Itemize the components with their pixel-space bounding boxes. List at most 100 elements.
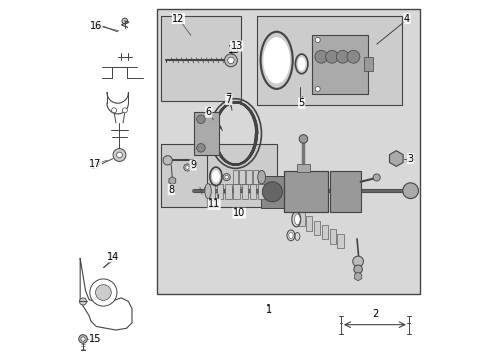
Circle shape	[81, 337, 85, 341]
Circle shape	[336, 50, 348, 63]
Circle shape	[196, 144, 205, 152]
Ellipse shape	[265, 184, 274, 199]
Circle shape	[346, 50, 359, 63]
Circle shape	[196, 115, 205, 123]
Text: 13: 13	[227, 45, 240, 55]
Bar	[305, 216, 312, 231]
Bar	[298, 212, 304, 226]
Ellipse shape	[294, 214, 300, 225]
Text: 9: 9	[190, 160, 196, 170]
Circle shape	[90, 279, 117, 306]
Text: 12: 12	[172, 14, 184, 23]
Text: 2: 2	[371, 309, 377, 319]
Bar	[206, 144, 276, 207]
Text: 3: 3	[407, 154, 413, 163]
Bar	[233, 184, 240, 199]
Text: 1: 1	[266, 305, 272, 315]
Bar	[313, 221, 320, 235]
Ellipse shape	[212, 170, 220, 183]
Ellipse shape	[297, 57, 305, 71]
Text: 11: 11	[207, 198, 220, 208]
Bar	[337, 234, 343, 248]
Circle shape	[372, 174, 380, 181]
Circle shape	[299, 135, 307, 143]
Circle shape	[314, 50, 327, 63]
Text: 14: 14	[107, 252, 119, 262]
Circle shape	[185, 166, 189, 169]
Ellipse shape	[288, 232, 292, 239]
Bar	[194, 112, 219, 155]
Bar	[260, 176, 283, 208]
Bar	[160, 16, 241, 102]
Circle shape	[227, 57, 234, 64]
Text: 17: 17	[89, 159, 101, 169]
Text: 9: 9	[189, 161, 195, 171]
Bar	[312, 35, 367, 94]
Text: 5: 5	[298, 98, 304, 108]
Text: 8: 8	[168, 185, 174, 195]
Circle shape	[163, 156, 172, 165]
Text: 6: 6	[205, 107, 211, 117]
Bar	[157, 9, 419, 294]
Bar	[253, 170, 258, 184]
Circle shape	[80, 298, 86, 305]
Text: 4: 4	[403, 14, 409, 23]
Text: 11: 11	[207, 199, 220, 209]
Bar	[239, 170, 244, 184]
Text: 3: 3	[405, 154, 411, 163]
Text: 14: 14	[108, 252, 120, 262]
Bar	[208, 184, 215, 199]
Text: 17: 17	[90, 161, 102, 171]
Bar	[225, 184, 231, 199]
Circle shape	[315, 37, 320, 42]
Circle shape	[315, 86, 320, 91]
Text: 6: 6	[205, 107, 211, 117]
Circle shape	[95, 285, 111, 300]
Text: 5: 5	[298, 98, 304, 108]
Bar	[257, 16, 401, 105]
Text: 2: 2	[371, 309, 377, 319]
Circle shape	[111, 108, 116, 113]
Bar	[364, 57, 372, 71]
Text: 12: 12	[172, 14, 184, 23]
Text: 16: 16	[92, 21, 104, 31]
Bar	[232, 170, 238, 184]
Circle shape	[325, 50, 338, 63]
Ellipse shape	[257, 170, 265, 184]
Circle shape	[224, 54, 237, 67]
Ellipse shape	[263, 37, 289, 84]
Text: 13: 13	[230, 41, 242, 51]
Bar	[321, 225, 327, 239]
Ellipse shape	[204, 184, 211, 199]
Bar	[283, 171, 328, 212]
Bar	[217, 184, 223, 199]
Text: 7: 7	[225, 93, 231, 103]
Circle shape	[262, 182, 282, 202]
Text: 7: 7	[225, 95, 231, 105]
Circle shape	[113, 149, 125, 161]
Circle shape	[122, 108, 127, 113]
Bar	[160, 144, 208, 207]
Text: 15: 15	[89, 334, 101, 344]
Circle shape	[353, 265, 362, 274]
Circle shape	[122, 18, 127, 24]
Bar	[329, 171, 360, 212]
Circle shape	[402, 183, 418, 199]
Text: 16: 16	[90, 21, 102, 31]
Bar	[297, 164, 309, 172]
Text: 4: 4	[403, 14, 409, 23]
Bar	[246, 170, 251, 184]
Circle shape	[352, 256, 363, 267]
Bar	[249, 184, 256, 199]
Circle shape	[79, 335, 87, 343]
Circle shape	[116, 152, 122, 158]
Text: 15: 15	[90, 334, 102, 344]
Circle shape	[223, 174, 230, 181]
Circle shape	[183, 164, 190, 171]
Text: 8: 8	[168, 184, 174, 194]
Bar	[241, 184, 247, 199]
Text: 1: 1	[266, 303, 272, 314]
Bar	[258, 184, 264, 199]
Text: 10: 10	[233, 207, 245, 217]
Bar	[329, 229, 335, 244]
